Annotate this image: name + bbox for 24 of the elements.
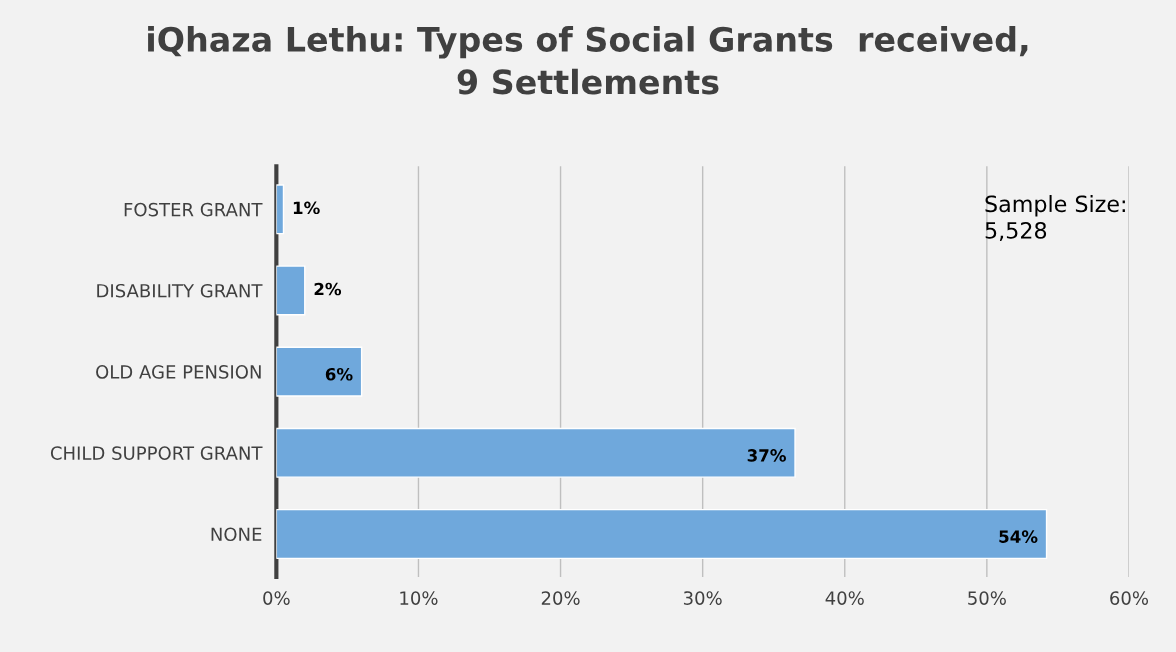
annotation: Sample Size: 5,528: [985, 195, 1125, 242]
bar: [276, 184, 285, 235]
y-tick-label: OLD AGE PENSION: [96, 365, 261, 379]
data-label: 1%: [293, 201, 320, 215]
data-label: 2%: [314, 282, 342, 296]
x-tick-label: 20%: [541, 591, 580, 605]
x-tick-label: 60%: [1110, 591, 1149, 605]
x-tick-label: 50%: [968, 591, 1006, 605]
bar: [276, 346, 363, 397]
x-tick-label: 0%: [263, 591, 290, 605]
x-tick-label: 10%: [400, 591, 438, 605]
y-tick-label: CHILD SUPPORT GRANT: [50, 446, 263, 460]
data-label: 37%: [747, 449, 786, 462]
bar: [276, 427, 796, 478]
bar: [276, 265, 306, 316]
y-tick-label: DISABILITY GRANT: [97, 283, 263, 298]
x-tick-label: 40%: [825, 591, 864, 605]
x-tick-label: 30%: [683, 591, 722, 605]
y-tick-label: FOSTER GRANT: [124, 202, 263, 217]
chart-title: iQhaza Lethu: Types of Social Grants received, 9 Settlements: [148, 26, 1028, 95]
y-tick-label: NONE: [211, 527, 262, 542]
bar: [276, 508, 1048, 560]
data-label: 54%: [999, 530, 1038, 543]
data-label: 6%: [325, 367, 353, 381]
